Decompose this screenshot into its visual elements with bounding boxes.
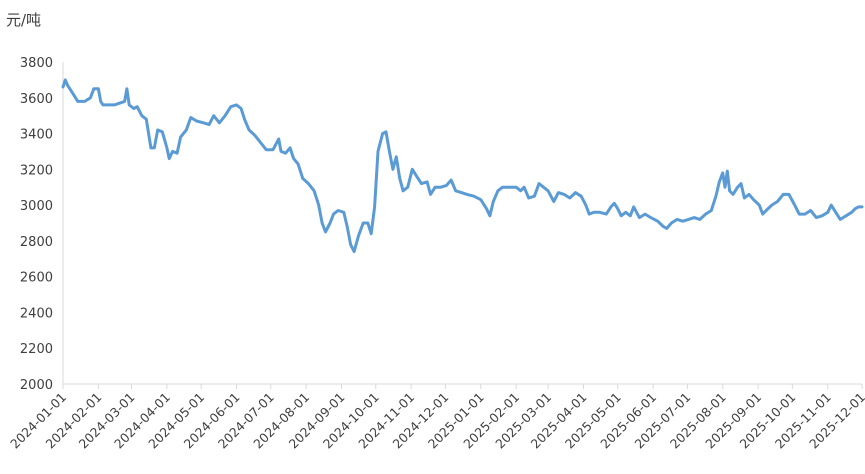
y-tick-label: 2600 xyxy=(20,271,53,286)
x-axis-ticks: 2024-01-012024-02-012024-03-012024-04-01… xyxy=(7,384,865,451)
y-tick-label: 2200 xyxy=(20,342,53,357)
y-axis-ticks: 2000 2200 2400 2600 2800 3000 3200 3400 3600 3800 xyxy=(20,56,53,393)
price-series-line xyxy=(61,78,864,254)
y-tick-label: 2400 xyxy=(20,306,53,321)
y-tick-label: 2000 xyxy=(20,378,53,393)
y-tick-label: 3400 xyxy=(20,128,53,143)
y-tick-label: 2800 xyxy=(20,235,53,250)
y-tick-label: 3200 xyxy=(20,163,53,178)
y-axis-unit-label: 元/吨 xyxy=(6,11,42,29)
y-tick-label: 3000 xyxy=(20,199,53,214)
y-tick-label: 3800 xyxy=(20,56,53,71)
y-tick-label: 3600 xyxy=(20,92,53,107)
